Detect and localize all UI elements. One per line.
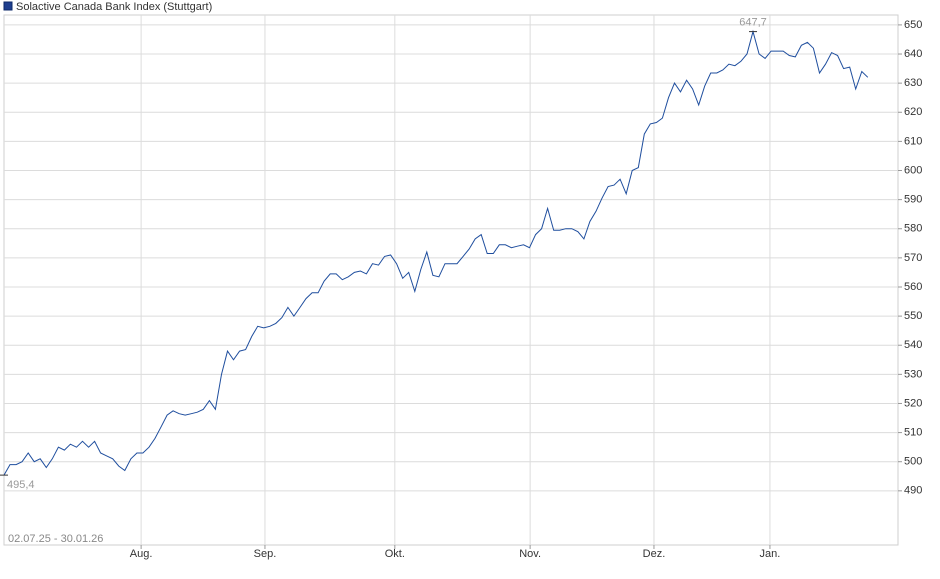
date-range: 02.07.25 - 30.01.26 [8, 533, 103, 545]
y-tick-label: 590 [904, 194, 922, 206]
plot-frame [3, 14, 899, 546]
x-tick-label: Sep. [254, 548, 277, 560]
y-tick-label: 540 [904, 339, 922, 351]
y-tick-label: 610 [904, 135, 922, 147]
y-tick-label: 600 [904, 164, 922, 176]
y-tick-label: 640 [904, 48, 922, 60]
y-tick-label: 550 [904, 310, 922, 322]
legend-swatch [3, 1, 13, 11]
start-annotation: 495,4 [7, 479, 35, 491]
y-tick-label: 500 [904, 456, 922, 468]
y-tick-label: 530 [904, 368, 922, 380]
x-tick-label: Okt. [385, 548, 405, 560]
y-tick-label: 490 [904, 485, 922, 497]
y-tick-label: 620 [904, 106, 922, 118]
x-tick-label: Dez. [643, 548, 666, 560]
x-tick-label: Nov. [519, 548, 541, 560]
legend-label: Solactive Canada Bank Index (Stuttgart) [16, 1, 212, 13]
x-tick-label: Aug. [130, 548, 153, 560]
y-tick-label: 650 [904, 19, 922, 31]
x-tick-label: Jan. [760, 548, 781, 560]
y-tick-label: 630 [904, 77, 922, 89]
y-tick-label: 560 [904, 281, 922, 293]
max-annotation: 647,7 [739, 17, 767, 29]
y-tick-label: 510 [904, 426, 922, 438]
y-tick-label: 570 [904, 252, 922, 264]
y-tick-label: 580 [904, 223, 922, 235]
y-tick-label: 520 [904, 397, 922, 409]
price-line [3, 29, 869, 476]
